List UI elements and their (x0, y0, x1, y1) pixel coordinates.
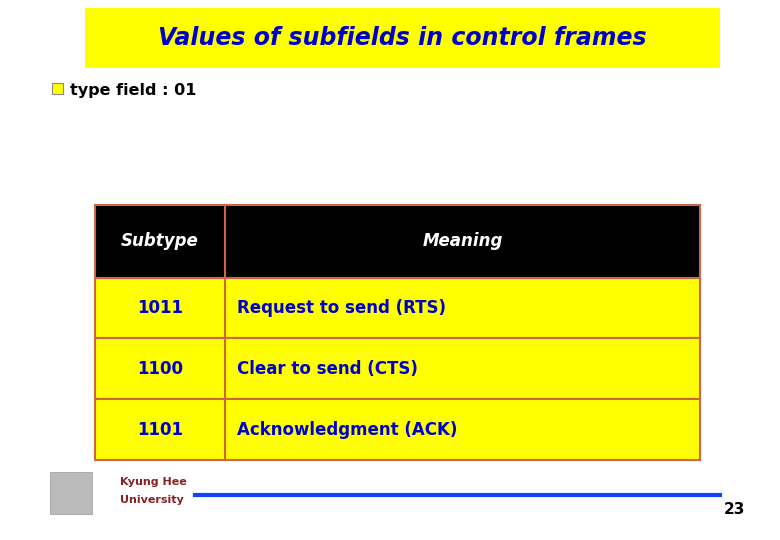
Bar (95, 339, 700, 399)
Text: Meaning: Meaning (422, 232, 503, 251)
Text: 1011: 1011 (137, 299, 183, 317)
Text: Kyung Hee: Kyung Hee (120, 477, 186, 487)
Bar (95, 205, 700, 278)
Text: Values of subfields in control frames: Values of subfields in control frames (158, 26, 647, 50)
Text: 1100: 1100 (137, 360, 183, 378)
Bar (52, 83, 63, 94)
Text: University: University (120, 495, 184, 505)
Text: Clear to send (CTS): Clear to send (CTS) (237, 360, 418, 378)
Text: Acknowledgment (ACK): Acknowledgment (ACK) (237, 421, 457, 438)
Bar (95, 278, 700, 339)
Text: Subtype: Subtype (121, 232, 199, 251)
Text: 23: 23 (724, 503, 745, 517)
Bar (95, 399, 700, 460)
Text: 1101: 1101 (137, 421, 183, 438)
Bar (85, 8, 720, 68)
Text: Request to send (RTS): Request to send (RTS) (237, 299, 446, 317)
Bar (50, 472, 92, 514)
Text: type field : 01: type field : 01 (70, 84, 197, 98)
